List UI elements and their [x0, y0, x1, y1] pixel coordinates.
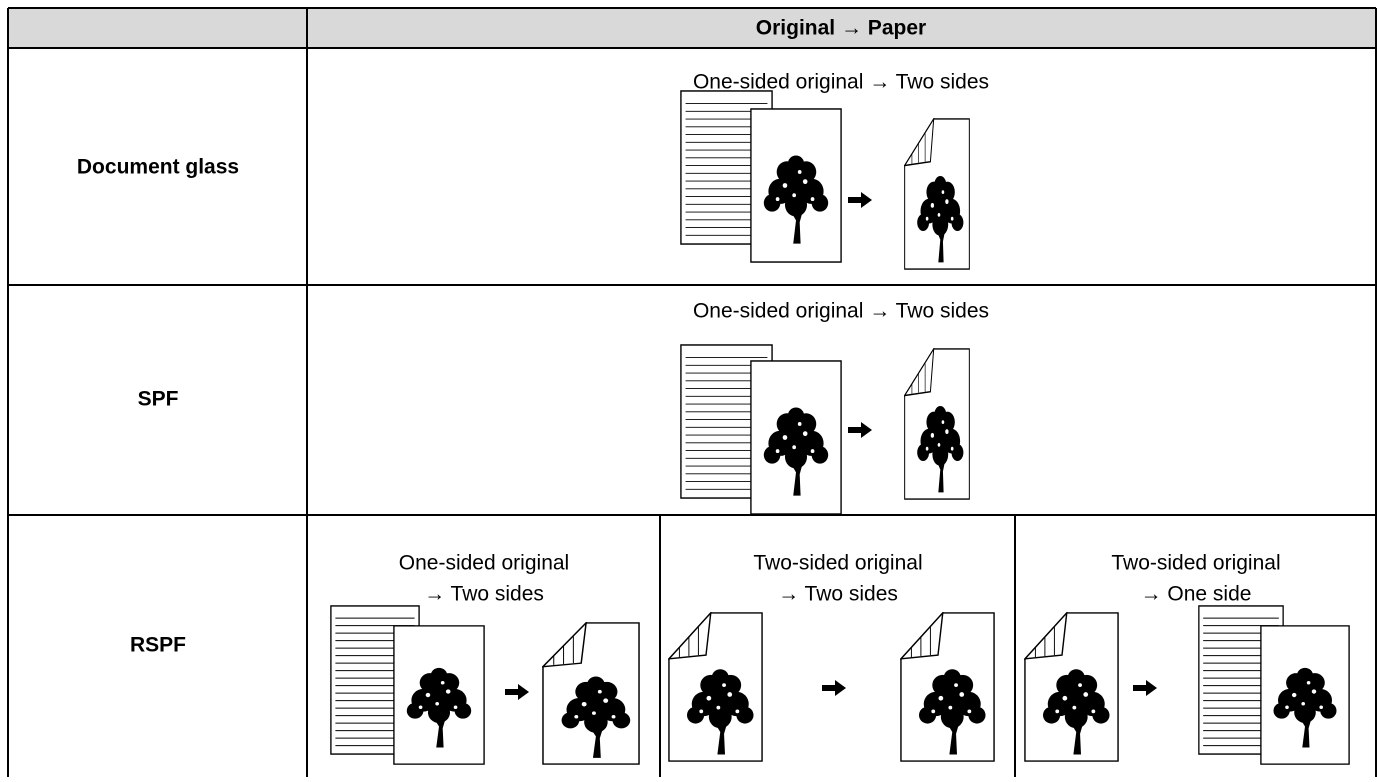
row-label: RSPF — [130, 634, 186, 657]
row-label: SPF — [138, 388, 179, 411]
row-label: Document glass — [77, 156, 239, 179]
caption: One-sided original → Two sides — [693, 71, 989, 94]
illustration — [680, 344, 969, 514]
table-grid — [7, 7, 1377, 777]
header-title: Original → Paper — [756, 17, 926, 40]
illustration — [1025, 605, 1349, 764]
caption: Two-sided original — [1111, 552, 1280, 575]
illustration — [330, 605, 639, 764]
caption: Two-sided original — [753, 552, 922, 575]
caption: One-sided original → Two sides — [693, 300, 989, 323]
header-background — [8, 8, 1376, 48]
illustration — [669, 613, 994, 761]
caption: One-sided original — [399, 552, 569, 575]
illustration — [680, 90, 969, 269]
caption: → Two sides — [778, 583, 898, 606]
caption: → One side — [1141, 583, 1252, 606]
caption: → Two sides — [424, 583, 544, 606]
